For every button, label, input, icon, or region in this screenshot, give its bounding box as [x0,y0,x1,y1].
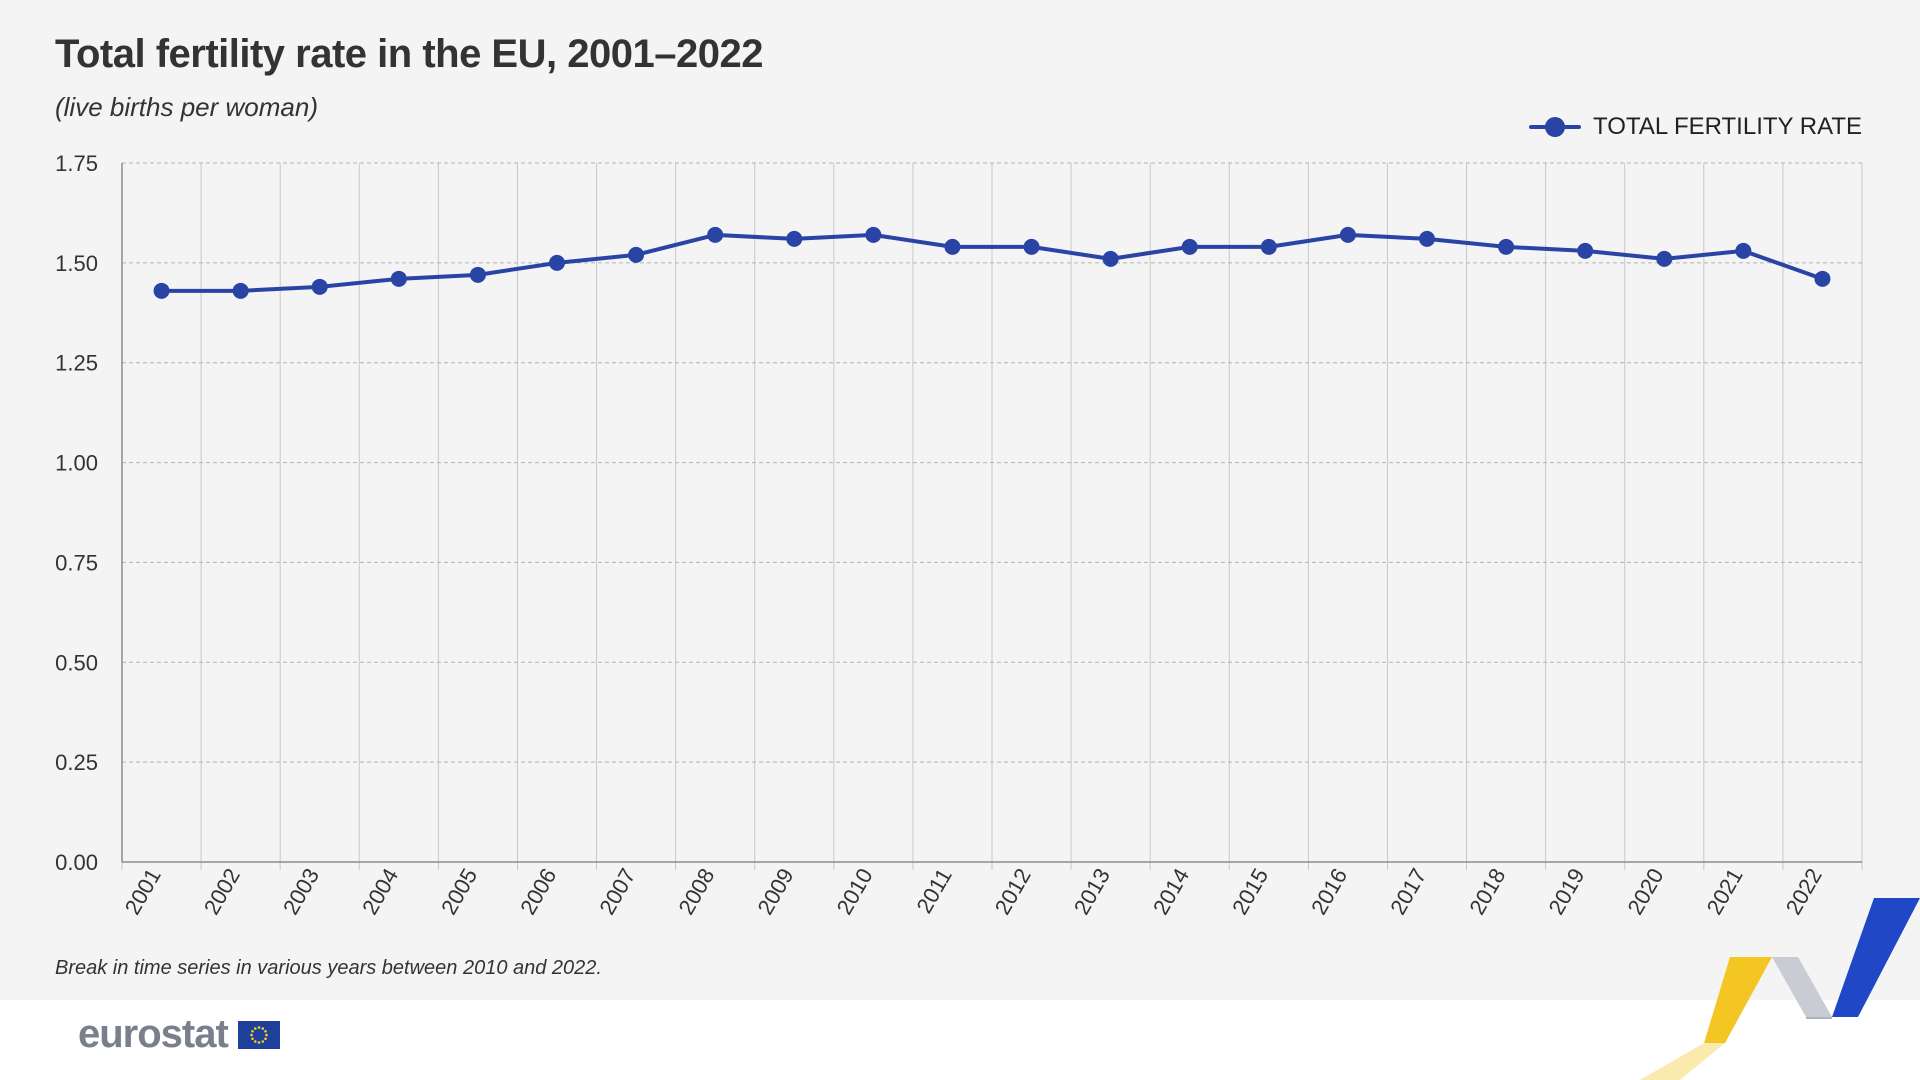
data-point [1577,242,1594,259]
x-tick-label: 2003 [278,864,324,919]
chart-panel [0,0,1920,1000]
y-tick-label: 0.25 [55,750,98,775]
chart-title: Total fertility rate in the EU, 2001–202… [55,32,763,76]
y-tick-label: 1.50 [55,251,98,276]
data-point [628,246,645,263]
data-point [232,282,249,299]
legend-marker-icon [1529,117,1582,137]
x-tick-label: 2012 [990,864,1036,919]
data-point [1419,230,1435,247]
data-point [1814,270,1831,287]
data-point [1735,242,1752,259]
x-tick-label: 2002 [199,864,245,919]
y-tick-label: 0.50 [55,650,98,675]
chart-subtitle: (live births per woman) [55,92,318,122]
x-tick-label: 2018 [1464,864,1510,919]
legend: TOTAL FERTILITY RATE [1529,110,1862,144]
data-point [1656,250,1673,267]
data-point [1498,238,1515,255]
x-tick-label: 2006 [515,864,561,919]
x-tick-label: 2015 [1227,864,1273,919]
x-tick-label: 2007 [594,864,640,919]
x-tick-label: 2009 [752,864,798,919]
data-point [944,238,961,255]
data-point [1102,250,1119,267]
x-tick-label: 2011 [911,864,956,917]
data-point [549,254,565,271]
data-point [153,282,170,299]
y-tick-label: 1.25 [55,351,98,376]
data-point [390,270,407,287]
data-point [786,230,803,247]
data-point [865,226,882,243]
x-tick-label: 2017 [1385,864,1431,919]
x-tick-label: 2014 [1148,864,1194,919]
brand-name: eurostat [78,1012,229,1056]
x-tick-label: 2008 [673,864,719,919]
y-tick-label: 1.00 [55,451,98,476]
x-tick-label: 2001 [120,864,166,919]
eurostat-logo: eurostat [78,1012,280,1057]
y-tick-label: 0.75 [55,550,98,575]
data-point [1260,238,1277,255]
legend-label: TOTAL FERTILITY RATE [1593,113,1862,140]
legend-dot [1545,117,1566,137]
x-tick-label: 2016 [1306,864,1352,919]
corner-decoration [1640,898,1920,1080]
y-tick-label: 1.75 [55,151,98,176]
data-point [1339,226,1356,243]
data-point [1181,238,1198,255]
x-tick-label: 2019 [1543,864,1589,919]
eu-flag-icon [237,1020,280,1049]
data-point [707,226,724,243]
data-point [469,266,486,283]
data-point [311,278,328,295]
series-line [159,232,1825,293]
x-tick-label: 2005 [436,864,482,919]
x-tick-label: 2004 [357,864,403,919]
data-point [1023,238,1040,255]
line-chart: 0.00 0.25 0.50 0.75 1.00 1.25 1.50 1.75 2001 2002… [55,151,1863,919]
x-tick-label: 2010 [832,864,878,919]
y-tick-label: 0.00 [55,850,98,875]
footnote: Break in time series in various years be… [55,957,602,979]
x-tick-label: 2013 [1069,864,1115,919]
